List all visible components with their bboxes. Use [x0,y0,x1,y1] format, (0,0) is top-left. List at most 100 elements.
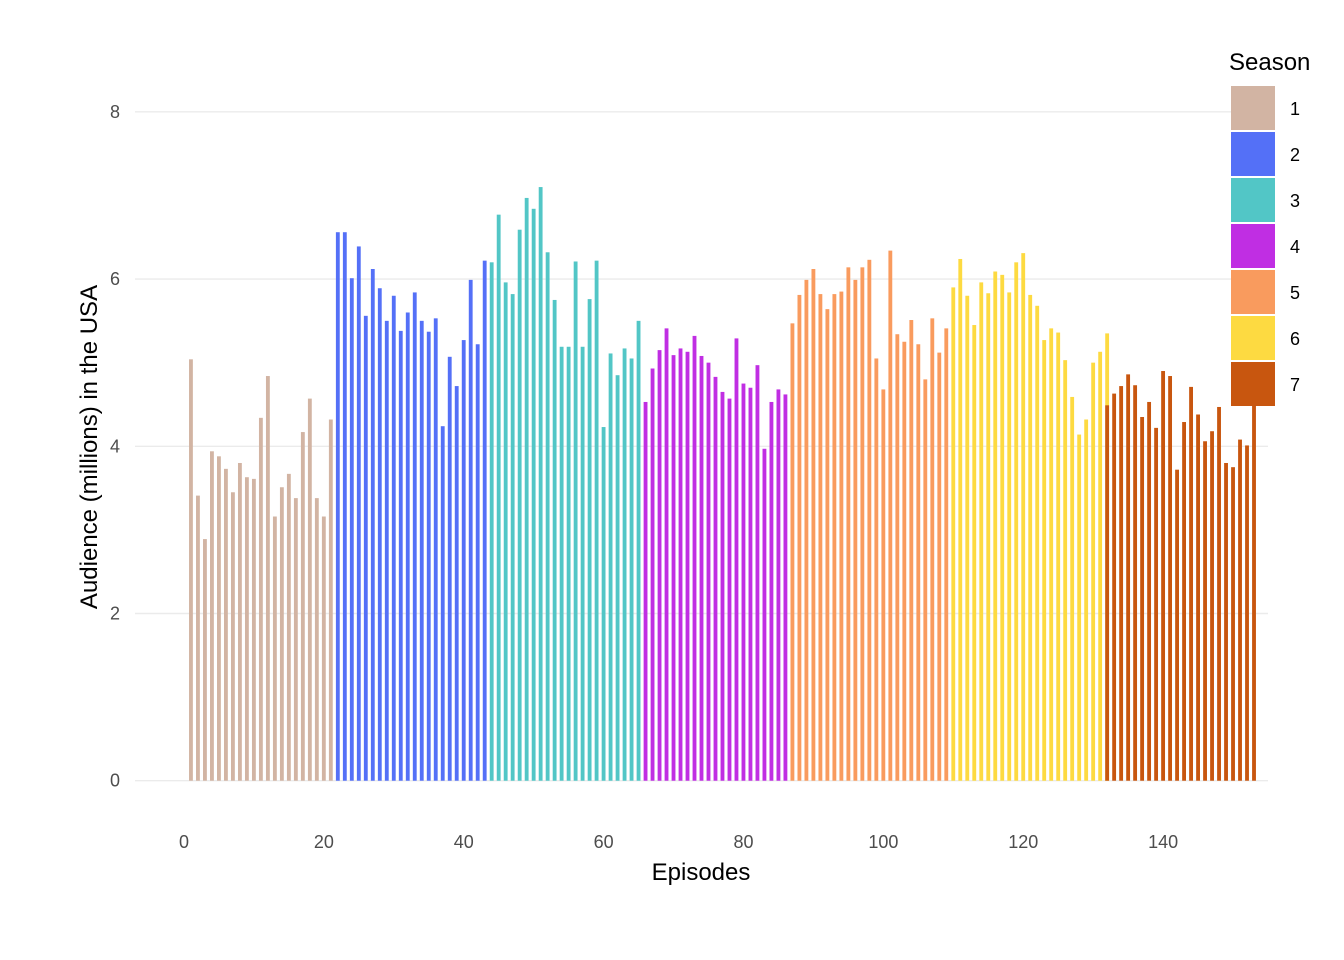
bar-episode-33 [412,292,417,781]
x-tick-label-80: 80 [733,832,753,852]
bar-episode-45 [496,214,501,781]
bar-episode-42 [475,344,480,781]
bar-episode-35 [426,331,431,781]
bar-episode-102 [895,334,900,781]
bar-episode-107 [930,318,935,781]
bar-episode-138 [1147,401,1152,781]
bar-episode-120 [1021,253,1026,781]
bar-episode-30 [391,295,396,781]
bar-episode-152 [1245,445,1249,781]
legend-key-season-4 [1231,224,1275,268]
bar-episode-131 [1098,351,1103,781]
bar-episode-134 [1119,386,1124,781]
bar-episode-4 [210,451,214,781]
bar-episode-17 [300,432,305,781]
bar-episode-8 [237,462,242,781]
bar-episode-133 [1112,393,1117,781]
bar-episode-55 [566,346,571,781]
bar-episode-59 [594,260,599,781]
bar-episode-65 [636,320,641,781]
bars [189,187,1256,781]
bar-episode-123 [1042,340,1047,781]
legend-key-season-1 [1231,86,1275,130]
bar-episode-46 [503,282,508,781]
bar-episode-43 [482,260,487,781]
bar-episode-63 [622,348,627,781]
bar-episode-127 [1070,396,1075,781]
bar-episode-110 [951,287,956,781]
x-tick-label-60: 60 [594,832,614,852]
bar-episode-34 [419,320,424,781]
legend-label-season-3: 3 [1290,191,1300,211]
bar-episode-60 [601,427,606,781]
x-axis-title: Episodes [652,859,751,886]
bar-episode-20 [321,516,326,781]
bar-episode-67 [650,368,655,781]
bar-episode-44 [489,262,494,781]
bar-episode-85 [776,389,781,781]
bar-episode-39 [454,386,459,781]
bar-episode-10 [251,478,256,781]
bar-episode-25 [356,246,361,781]
bar-episode-47 [510,294,515,781]
x-tick-label-20: 20 [314,832,334,852]
x-tick-label-40: 40 [454,832,474,852]
bar-episode-118 [1007,292,1012,781]
bar-episode-117 [1000,274,1005,781]
bar-episode-11 [258,417,263,781]
bar-episode-72 [685,351,690,781]
bar-episode-88 [797,294,802,781]
bar-episode-78 [727,398,732,781]
y-tick-labels: 0 2 4 6 8 [110,102,120,791]
bar-episode-79 [734,338,739,781]
bar-episode-74 [699,355,704,781]
bar-episode-51 [538,187,543,781]
bar-episode-149 [1224,462,1228,781]
bar-episode-80 [741,383,746,781]
bar-episode-71 [678,348,683,781]
bar-episode-132 [1105,405,1110,781]
bar-episode-119 [1014,262,1019,781]
y-tick-label-2: 2 [110,604,120,624]
bar-episode-22 [335,232,340,781]
bar-episode-19 [314,498,319,781]
bar-episode-96 [853,279,858,781]
legend-key-season-2 [1231,132,1275,176]
bar-episode-136 [1133,385,1138,781]
x-tick-labels: 0 20 40 60 80 100 120 140 [179,832,1178,852]
bar-episode-28 [377,288,382,781]
bar-episode-145 [1196,414,1200,781]
legend-label-season-5: 5 [1290,283,1300,303]
bar-episode-115 [986,293,991,781]
bar-episode-139 [1154,427,1159,781]
bar-episode-14 [279,487,284,781]
bar-episode-76 [713,376,718,781]
y-axis-title: Audience (millions) in the USA [76,285,103,609]
bar-episode-27 [370,269,375,781]
bar-episode-125 [1056,332,1061,781]
bar-episode-38 [447,356,452,781]
bar-episode-70 [671,355,676,781]
bar-episode-9 [244,477,249,781]
bar-episode-93 [832,294,837,781]
bar-episode-53 [552,299,557,781]
bar-episode-16 [293,498,298,781]
bar-episode-77 [720,391,725,781]
bar-episode-2 [196,495,200,781]
bar-episode-61 [608,353,613,781]
y-tick-label-6: 6 [110,269,120,289]
bar-episode-56 [573,261,578,781]
bar-episode-37 [440,426,445,781]
x-tick-label-140: 140 [1148,832,1178,852]
bar-episode-87 [790,323,795,781]
bar-episode-81 [748,387,753,781]
bar-episode-68 [657,350,662,781]
bar-episode-41 [468,279,473,781]
bar-episode-124 [1049,328,1054,781]
bar-episode-66 [643,401,648,781]
bar-episode-13 [272,516,277,781]
y-tick-label-8: 8 [110,102,120,122]
bar-episode-3 [203,539,207,781]
bar-episode-101 [888,250,893,781]
bar-episode-114 [979,282,984,781]
